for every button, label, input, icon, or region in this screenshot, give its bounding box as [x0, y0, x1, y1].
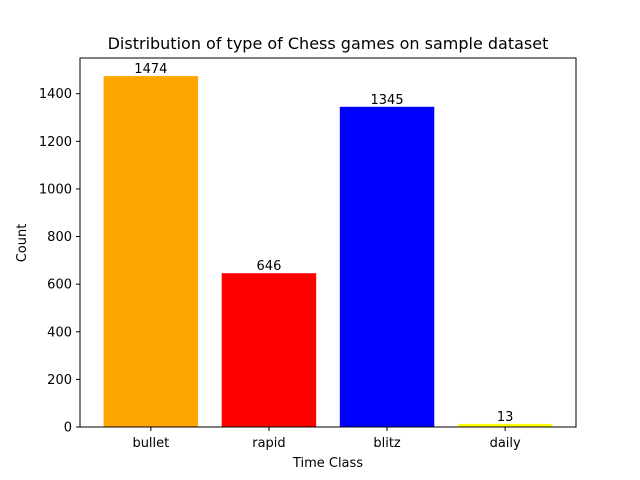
chart-title: Distribution of type of Chess games on s… [108, 34, 549, 53]
y-tick-label-200: 200 [47, 373, 72, 388]
y-tick-label-1400: 1400 [39, 87, 72, 102]
bars-group [103, 76, 553, 428]
y-tick-label-1200: 1200 [39, 135, 72, 150]
value-labels-group: 1474 646 1345 13 [134, 62, 513, 425]
plot-frame [79, 57, 577, 428]
bar-blitz [339, 106, 435, 427]
y-tick-label-400: 400 [47, 325, 72, 340]
y-tick-label-0: 0 [64, 421, 72, 436]
bar-rapid [221, 273, 317, 427]
y-tick-label-1000: 1000 [39, 182, 72, 197]
x-tick-label-bullet: bullet [132, 436, 169, 451]
y-tick-label-600: 600 [47, 278, 72, 293]
x-tick-label-daily: daily [490, 436, 521, 451]
value-label-rapid: 646 [257, 259, 282, 274]
value-label-bullet: 1474 [134, 62, 167, 77]
x-tick-label-rapid: rapid [252, 436, 285, 451]
x-axis: bullet rapid blitz daily [132, 427, 521, 451]
x-tick-label-blitz: blitz [373, 436, 401, 451]
bar-daily [457, 423, 553, 427]
y-tick-label-800: 800 [47, 230, 72, 245]
y-axis: 0 200 400 600 800 1000 1200 1400 [39, 87, 80, 436]
y-axis-label: Count [15, 224, 30, 263]
value-label-daily: 13 [497, 410, 514, 425]
x-axis-label: Time Class [292, 456, 363, 471]
value-label-blitz: 1345 [371, 93, 404, 108]
bar-bullet [103, 76, 199, 428]
